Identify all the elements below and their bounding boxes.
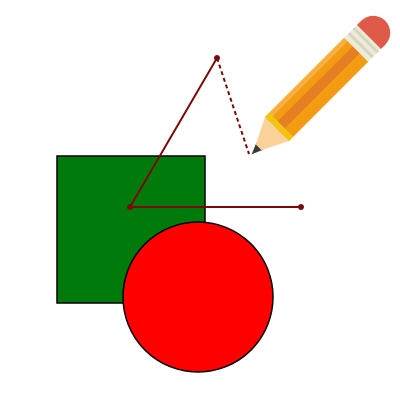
- pencil-band: [265, 112, 294, 141]
- red-circle[interactable]: [122, 221, 274, 373]
- pencil-stripe: [273, 46, 360, 133]
- pending-path-segment: [216, 57, 250, 155]
- path-vertex[interactable]: [127, 204, 133, 210]
- pencil-ferrule-line: [352, 27, 379, 54]
- pencil-wood: [255, 116, 290, 151]
- pencil-ferrule: [344, 25, 381, 62]
- pencil-lead: [251, 142, 264, 155]
- pencil-icon: [251, 15, 391, 155]
- drawn-path: [127, 55, 304, 210]
- pencil-highlight: [265, 37, 348, 121]
- path-segment: [129, 57, 218, 208]
- path-vertex[interactable]: [214, 55, 220, 61]
- path-vertex[interactable]: [298, 204, 304, 210]
- pencil-eraser: [356, 15, 391, 50]
- pencil-ferrule-line: [347, 32, 374, 59]
